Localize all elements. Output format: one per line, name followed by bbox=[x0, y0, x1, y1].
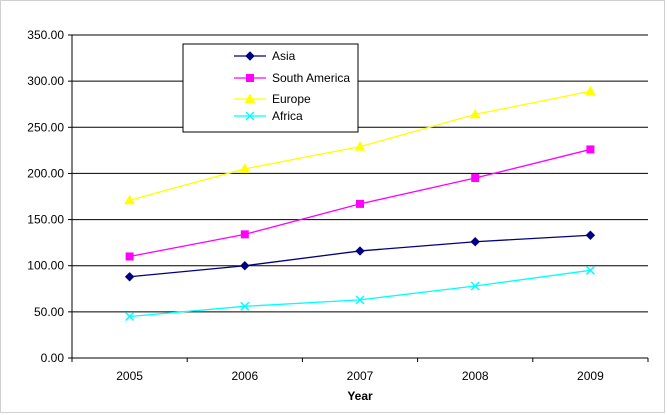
data-point bbox=[246, 74, 254, 82]
data-point bbox=[356, 199, 364, 208]
data-point bbox=[239, 163, 251, 173]
y-tick-label: 200.00 bbox=[27, 166, 64, 180]
data-point bbox=[125, 311, 135, 322]
y-tick-label: 0.00 bbox=[41, 351, 65, 365]
data-point bbox=[245, 51, 255, 61]
legend-item: South America bbox=[234, 71, 350, 85]
data-point bbox=[355, 295, 365, 305]
data-point bbox=[355, 246, 365, 256]
series-layer bbox=[124, 85, 596, 322]
y-tick-label: 250.00 bbox=[27, 120, 64, 134]
data-point bbox=[469, 108, 481, 119]
data-point bbox=[470, 237, 480, 247]
x-tick-label: 2008 bbox=[462, 369, 489, 383]
gridlines bbox=[71, 34, 648, 359]
legend-box bbox=[182, 43, 359, 133]
y-tick-label: 300.00 bbox=[27, 74, 64, 88]
x-tick-label: 2006 bbox=[231, 369, 258, 383]
y-tick-label: 350.00 bbox=[27, 28, 64, 42]
data-point bbox=[471, 174, 480, 183]
series-europe bbox=[124, 85, 596, 205]
legend-item: Europe bbox=[234, 92, 311, 106]
y-tick-label: 150.00 bbox=[27, 213, 64, 227]
y-tick-label: 50.00 bbox=[34, 305, 64, 319]
data-point bbox=[240, 230, 249, 239]
data-point bbox=[244, 93, 256, 103]
data-point bbox=[240, 301, 250, 311]
data-point bbox=[585, 230, 596, 240]
data-point bbox=[354, 141, 366, 151]
series-line bbox=[129, 269, 591, 318]
x-axis-title: Year bbox=[347, 389, 373, 403]
x-tick-label: 2009 bbox=[577, 369, 604, 383]
series-line bbox=[129, 234, 591, 278]
x-tick-label: 2005 bbox=[116, 369, 143, 383]
data-point bbox=[124, 272, 135, 282]
series-africa bbox=[125, 265, 595, 322]
data-point bbox=[125, 252, 134, 261]
data-point bbox=[124, 194, 135, 205]
x-axis-ticks: 2005 2006 2007 2008 2009 bbox=[71, 358, 649, 383]
legend-item: Africa bbox=[234, 109, 303, 123]
y-axis-ticks: 0.00 50.00 100.00 150.00 200.00 250.00 300.00 3… bbox=[27, 28, 72, 365]
legend-item: Asia bbox=[234, 49, 296, 63]
series-south-america bbox=[125, 145, 595, 261]
legend: Asia South America Europe Africa bbox=[182, 43, 359, 133]
data-point bbox=[245, 111, 255, 121]
legend-label: South America bbox=[272, 71, 350, 85]
legend-label: Africa bbox=[272, 109, 303, 123]
data-point bbox=[470, 281, 480, 291]
data-point bbox=[240, 261, 250, 271]
x-tick-label: 2007 bbox=[347, 369, 374, 383]
legend-label: Europe bbox=[272, 92, 311, 106]
y-tick-label: 100.00 bbox=[27, 259, 64, 273]
legend-label: Asia bbox=[272, 49, 296, 63]
data-point bbox=[585, 265, 595, 275]
series-asia bbox=[124, 230, 596, 282]
data-point bbox=[585, 85, 596, 96]
data-point bbox=[586, 145, 595, 154]
